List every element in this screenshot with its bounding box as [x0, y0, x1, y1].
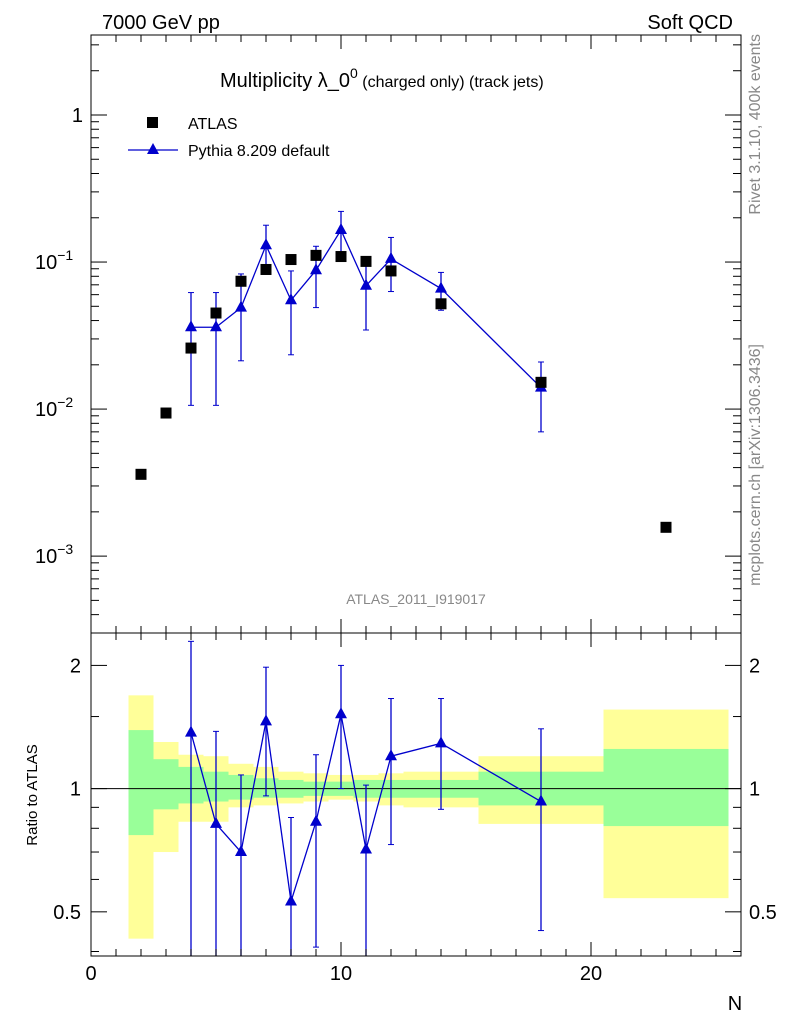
main-y-tick-base: 10: [35, 252, 57, 274]
main-y-tick-label: 1: [72, 105, 83, 127]
rivet-version-label: Rivet 3.1.10, 400k events: [747, 34, 764, 215]
main-y-tick-base: 10: [35, 399, 57, 421]
mc-point: [310, 263, 322, 275]
mc-point: [335, 223, 347, 235]
ratio-y-tick-label-right: 0.5: [749, 902, 777, 924]
header-energy-label: 7000 GeV pp: [102, 12, 220, 34]
mc-point: [260, 238, 272, 250]
main-y-tick-label: 10−1: [35, 247, 73, 274]
ratio-mc-point: [210, 816, 222, 828]
data-point: [385, 265, 397, 277]
x-axis-label: N: [728, 993, 742, 1015]
x-axis: 0 10 20: [85, 633, 717, 985]
main-y-tick-base: 10: [35, 546, 57, 568]
data-point: [135, 468, 147, 480]
ratio-y-tick-label-right: 2: [749, 655, 760, 677]
mc-point: [360, 278, 372, 290]
x-tick-label: 20: [580, 963, 602, 985]
ratio-mc-point: [435, 736, 447, 748]
ratio-band-inner: [128, 730, 154, 836]
main-y-tick-exponent: −1: [57, 247, 73, 263]
ratio-mc-point: [285, 894, 297, 906]
data-point: [235, 275, 247, 287]
mc-point: [210, 320, 222, 332]
ratio-y-tick-label-left: 2: [70, 655, 81, 677]
ratio-mc-point: [360, 842, 372, 854]
mc-point: [285, 293, 297, 305]
header-category-label: Soft QCD: [647, 12, 733, 34]
ratio-y-tick-label-left: 1: [70, 779, 81, 801]
data-point: [160, 407, 172, 419]
ratio-mc-series: [185, 640, 547, 956]
ratio-y-axis-label: Ratio to ATLAS: [24, 744, 41, 845]
legend-mc-label: Pythia 8.209 default: [188, 143, 330, 160]
data-series: [135, 249, 672, 533]
ratio-axes: 0.5 0.5 1 1 2 2: [53, 655, 777, 952]
data-point: [285, 254, 297, 266]
legend-mc-marker: [147, 143, 159, 154]
data-point: [435, 298, 447, 310]
plot-title: Multiplicity λ_00 (charged only) (track …: [220, 65, 544, 92]
data-point: [260, 263, 272, 275]
main-y-tick-exponent: −3: [57, 541, 73, 557]
ratio-mc-point: [185, 725, 197, 737]
legend-data-marker: [147, 117, 158, 128]
x-tick-label: 10: [330, 963, 352, 985]
mc-series: [185, 210, 547, 433]
ratio-mc-point: [535, 794, 547, 806]
data-point: [310, 249, 322, 261]
main-y-tick-label: 10−2: [35, 394, 73, 421]
main-y-tick-exponent: −2: [57, 394, 73, 410]
mc-point: [435, 281, 447, 293]
mc-point: [235, 300, 247, 312]
main-panel: 110−110−210−3 Multiplicity λ_00 (charged…: [35, 34, 742, 634]
data-point: [660, 521, 672, 533]
ratio-mc-point: [235, 845, 247, 857]
data-point: [335, 251, 347, 263]
mcplots-label: mcplots.cern.ch [arXiv:1306.3436]: [747, 344, 764, 586]
ratio-y-tick-label-right: 1: [749, 779, 760, 801]
mc-point: [185, 320, 197, 332]
ratio-mc-point: [260, 714, 272, 726]
main-y-tick-label: 10−3: [35, 541, 73, 568]
data-point: [185, 342, 197, 354]
x-tick-label: 0: [85, 963, 96, 985]
data-point: [360, 255, 372, 267]
mc-point: [385, 251, 397, 263]
ratio-mc-point: [310, 814, 322, 826]
ratio-band-inner: [603, 748, 729, 827]
legend: ATLAS Pythia 8.209 default: [128, 116, 330, 160]
ratio-y-tick-label-left: 0.5: [53, 902, 81, 924]
analysis-watermark: ATLAS_2011_I919017: [346, 591, 486, 607]
data-point: [535, 376, 547, 388]
ratio-band-inner: [153, 759, 179, 810]
ratio-panel: 0.5 0.5 1 1 2 2 Ratio to ATLAS: [24, 632, 777, 957]
ratio-mc-point: [335, 707, 347, 719]
data-point: [210, 307, 222, 319]
ratio-mc-point: [385, 749, 397, 761]
main-axes: 110−110−210−3: [35, 35, 741, 634]
legend-data-label: ATLAS: [188, 116, 238, 133]
